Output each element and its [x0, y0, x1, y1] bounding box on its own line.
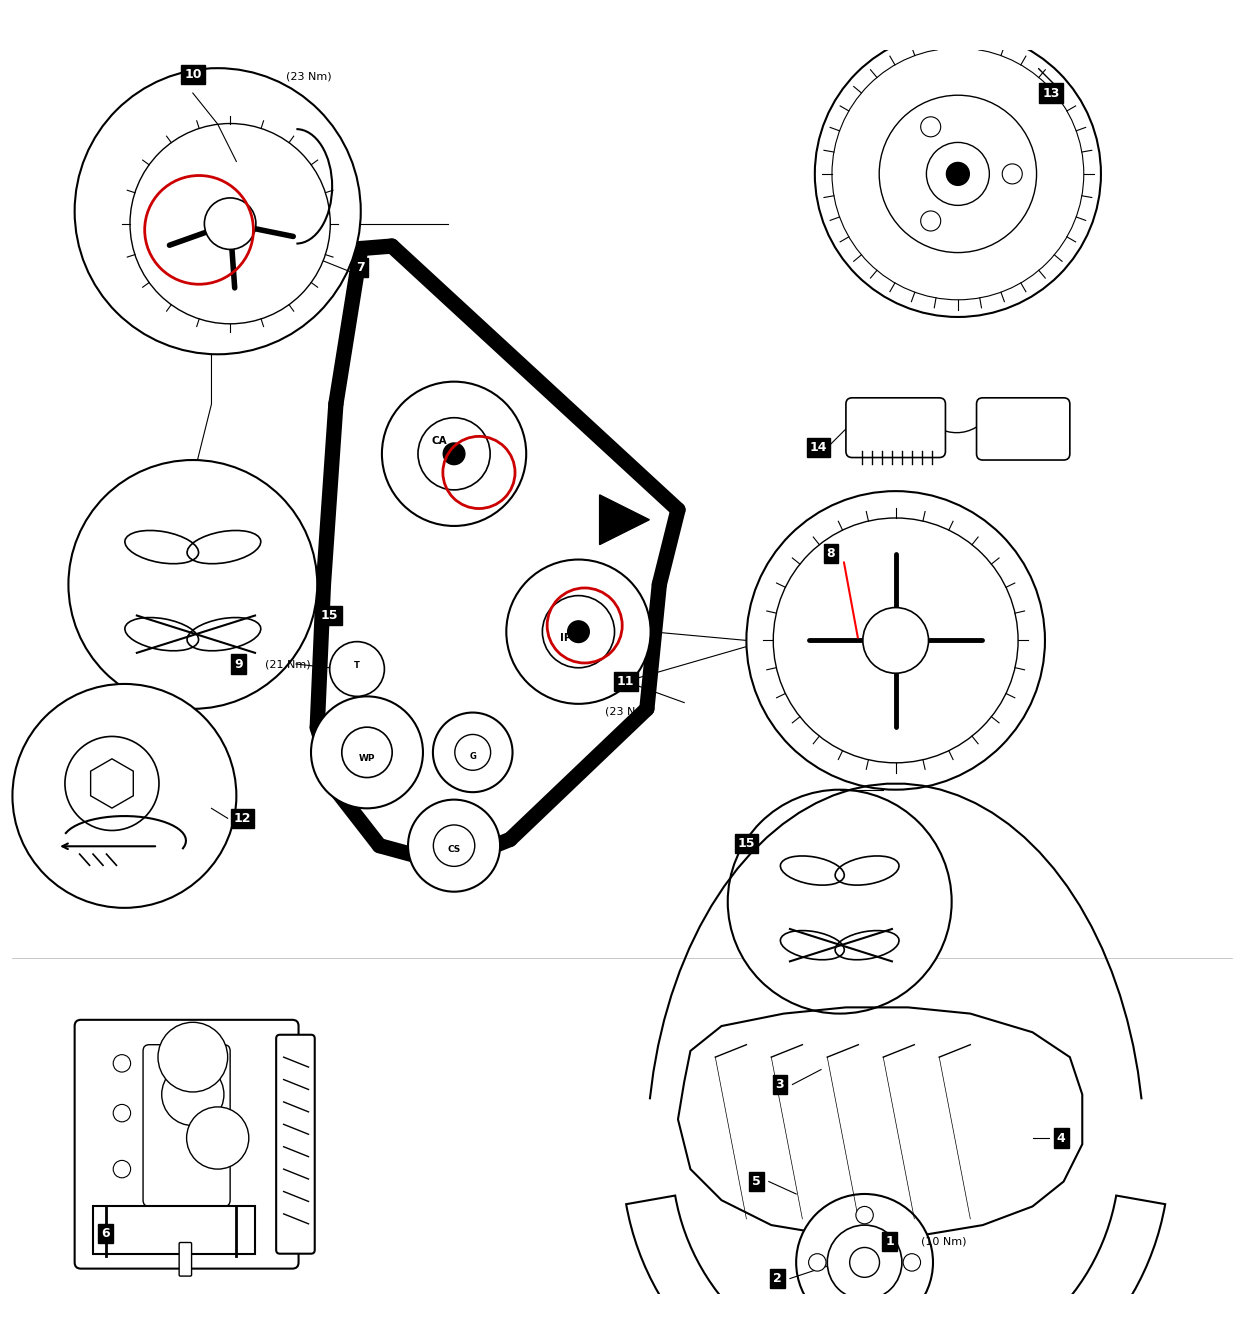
- Circle shape: [68, 461, 317, 709]
- Circle shape: [443, 443, 465, 465]
- Circle shape: [506, 560, 651, 704]
- Circle shape: [418, 418, 490, 490]
- FancyBboxPatch shape: [846, 398, 945, 458]
- Circle shape: [746, 492, 1045, 790]
- Wedge shape: [626, 1195, 1166, 1343]
- Circle shape: [947, 163, 969, 185]
- FancyBboxPatch shape: [75, 1019, 299, 1269]
- Circle shape: [12, 684, 236, 908]
- Circle shape: [921, 117, 940, 137]
- Text: WP: WP: [358, 753, 376, 763]
- Text: 9: 9: [235, 658, 243, 670]
- Text: 8: 8: [827, 547, 835, 560]
- Circle shape: [113, 1054, 131, 1072]
- FancyBboxPatch shape: [93, 1206, 255, 1254]
- FancyBboxPatch shape: [977, 398, 1070, 461]
- Circle shape: [903, 1254, 921, 1270]
- Text: CA: CA: [432, 436, 447, 446]
- Text: 10: 10: [184, 68, 202, 81]
- FancyBboxPatch shape: [143, 1045, 230, 1206]
- Text: IP: IP: [560, 633, 572, 643]
- Circle shape: [113, 1104, 131, 1121]
- Text: 6: 6: [102, 1228, 109, 1241]
- Text: 15: 15: [738, 837, 755, 850]
- Text: (23 Nm): (23 Nm): [286, 73, 332, 82]
- Circle shape: [382, 381, 526, 526]
- Text: (23 Nm): (23 Nm): [606, 706, 651, 716]
- Circle shape: [158, 1022, 228, 1092]
- Circle shape: [850, 1248, 880, 1277]
- Text: 7: 7: [356, 261, 366, 274]
- Text: 14: 14: [810, 441, 827, 454]
- Circle shape: [455, 735, 490, 771]
- Circle shape: [342, 727, 392, 778]
- Circle shape: [65, 736, 159, 830]
- Text: 5: 5: [751, 1175, 761, 1189]
- Circle shape: [863, 607, 928, 673]
- Text: CS: CS: [448, 845, 460, 854]
- Circle shape: [927, 142, 989, 205]
- Circle shape: [880, 95, 1036, 252]
- Circle shape: [187, 1107, 249, 1170]
- Circle shape: [311, 697, 423, 808]
- Circle shape: [542, 595, 615, 667]
- Circle shape: [408, 799, 500, 892]
- Circle shape: [567, 620, 590, 642]
- Text: 11: 11: [617, 676, 634, 688]
- Circle shape: [433, 825, 475, 866]
- Circle shape: [796, 1194, 933, 1331]
- Circle shape: [815, 31, 1101, 317]
- Circle shape: [1003, 164, 1023, 184]
- Text: 15: 15: [321, 608, 338, 622]
- Circle shape: [827, 1225, 902, 1300]
- Polygon shape: [600, 494, 649, 545]
- Circle shape: [113, 1160, 131, 1178]
- Circle shape: [75, 68, 361, 355]
- Text: (10 Nm): (10 Nm): [921, 1237, 967, 1246]
- Text: 2: 2: [773, 1272, 782, 1285]
- Text: 13: 13: [1042, 86, 1060, 99]
- FancyBboxPatch shape: [276, 1034, 315, 1254]
- Text: (21 Nm): (21 Nm): [265, 659, 311, 669]
- Text: G: G: [469, 752, 476, 760]
- Circle shape: [433, 713, 513, 792]
- Circle shape: [809, 1254, 826, 1270]
- Circle shape: [856, 1206, 873, 1223]
- Circle shape: [204, 197, 256, 250]
- Circle shape: [856, 1301, 873, 1319]
- Circle shape: [162, 1064, 224, 1125]
- FancyBboxPatch shape: [179, 1242, 192, 1276]
- Text: T: T: [355, 661, 360, 670]
- Circle shape: [921, 211, 940, 231]
- Text: 1: 1: [884, 1234, 894, 1248]
- Text: 4: 4: [1056, 1132, 1066, 1144]
- Text: 12: 12: [234, 811, 251, 825]
- Text: 3: 3: [776, 1078, 784, 1091]
- Circle shape: [330, 642, 384, 697]
- Circle shape: [728, 790, 952, 1014]
